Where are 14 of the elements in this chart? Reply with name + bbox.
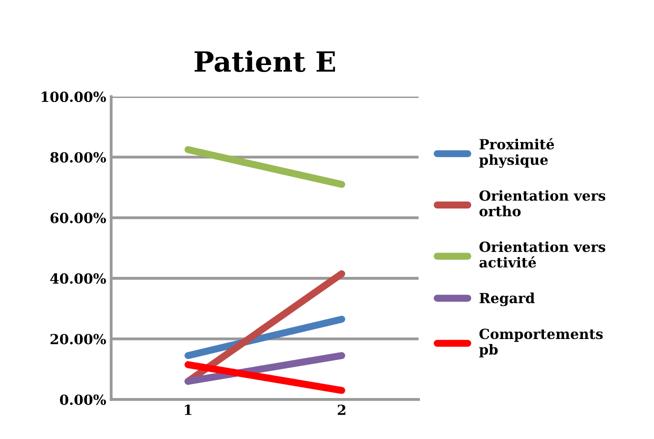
chart-title: Patient E: [194, 50, 335, 72]
y-tick-label: 20.00%: [50, 334, 106, 344]
legend-label: Orientation vers activité: [479, 241, 606, 268]
legend-label: Comportements pb: [479, 328, 603, 358]
legend-label: Regard: [480, 292, 535, 306]
x-tick-label: 1: [184, 404, 192, 415]
y-tick-label: 80.00%: [50, 152, 106, 163]
y-tick-label: 40.00%: [50, 273, 106, 284]
legend-label: Proximité physique: [479, 138, 554, 168]
y-tick-label: 100.00%: [42, 92, 106, 102]
legend-label: Orientation vers ortho: [479, 190, 606, 216]
y-tick-label: 0.00%: [60, 394, 106, 405]
y-tick-label: 60.00%: [50, 212, 106, 224]
x-tick-label: 2: [338, 404, 346, 415]
